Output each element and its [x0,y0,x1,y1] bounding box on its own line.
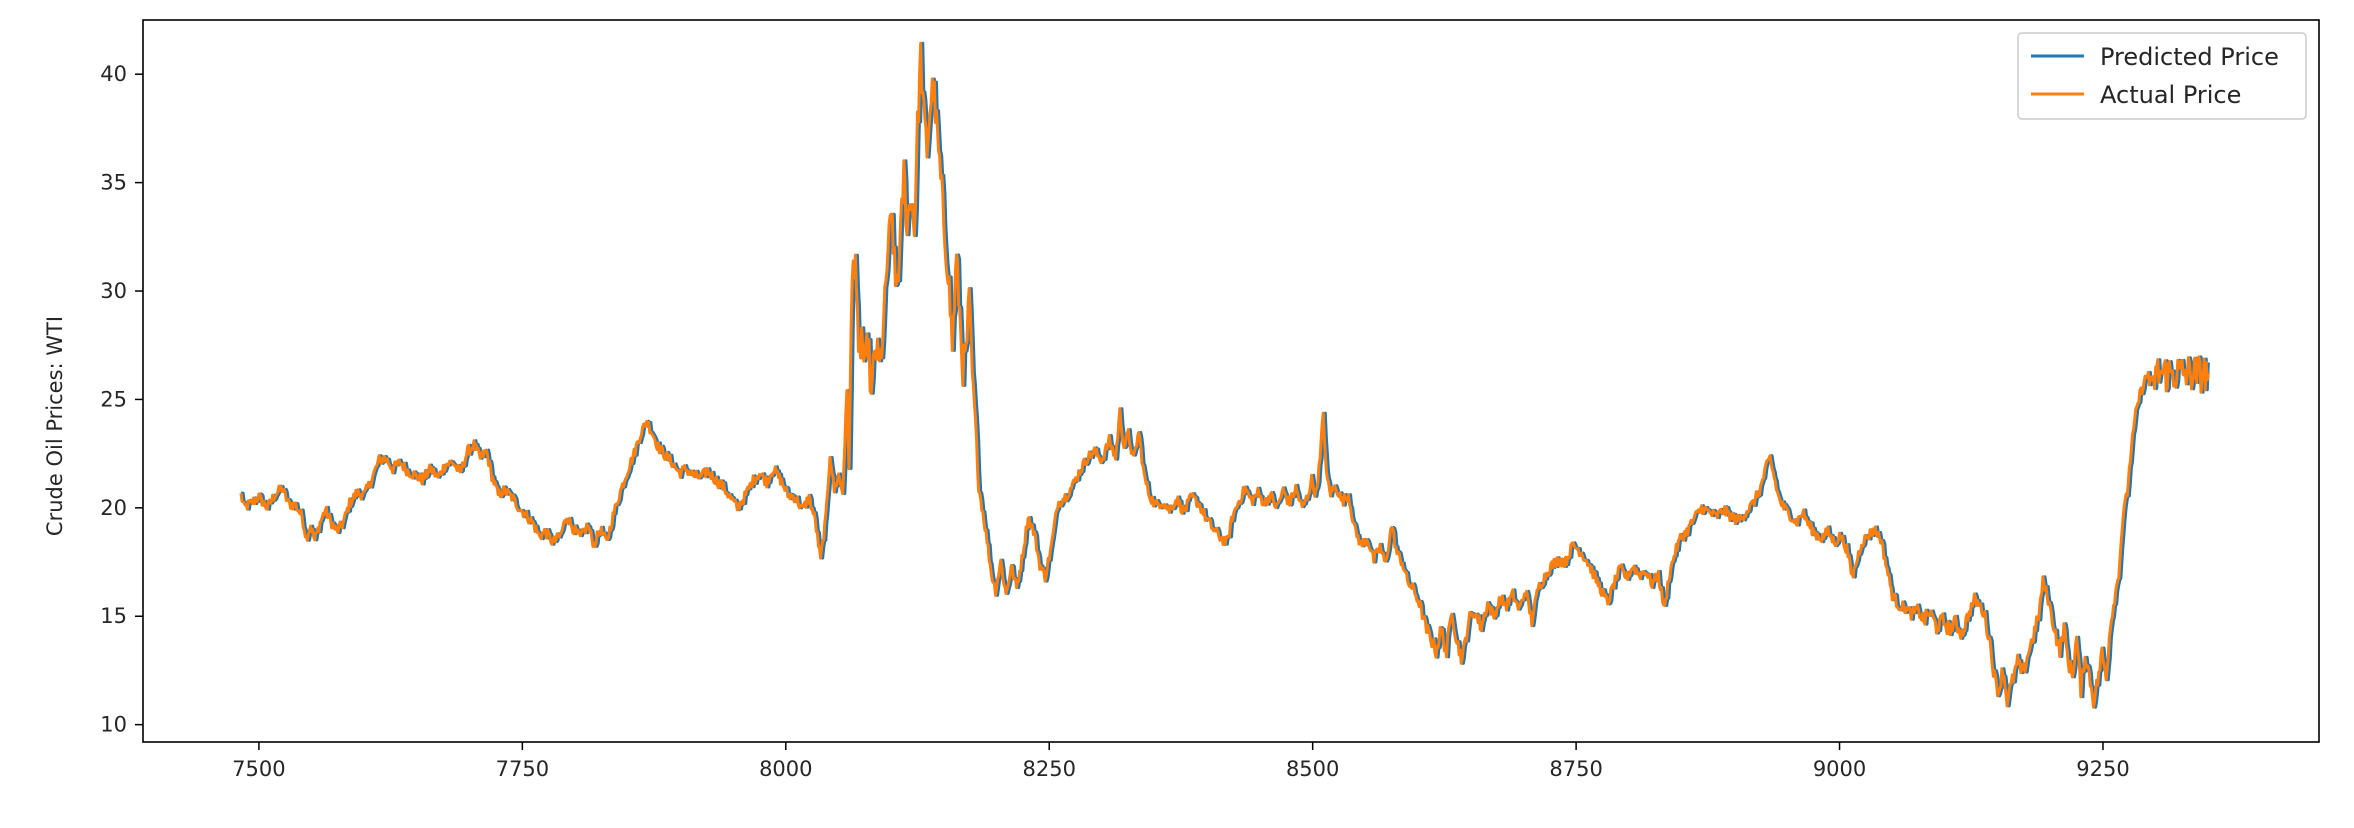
y-tick-label: 40 [100,62,127,86]
x-tick-label: 8250 [1023,757,1076,781]
legend: Predicted Price Actual Price [2017,32,2307,120]
y-tick-label: 15 [100,604,127,628]
legend-label-predicted: Predicted Price [2100,43,2279,71]
ticks-layer: 7500 7750 8000 8250 8500 8750 9000 9250 10 15 20 25… [100,62,2129,781]
series-layer [239,41,2210,709]
y-tick-label: 20 [100,496,127,520]
legend-frame [2017,32,2307,120]
x-tick-label: 7500 [232,757,285,781]
y-tick-label: 10 [100,713,127,737]
series-line-actual-price [239,41,2210,709]
legend-label-actual: Actual Price [2100,81,2241,109]
x-tick-label: 9250 [2076,757,2129,781]
x-tick-label: 8750 [1549,757,1602,781]
y-tick-label: 35 [100,171,127,195]
y-axis-label: Crude Oil Prices: WTI [43,316,67,536]
y-tick-label: 30 [100,279,127,303]
plot-frame [142,19,2320,743]
x-tick-label: 8000 [759,757,812,781]
x-tick-label: 9000 [1813,757,1866,781]
y-axis-label-group: Crude Oil Prices: WTI [43,316,67,536]
y-tick-label: 25 [100,387,127,411]
x-tick-label: 8500 [1286,757,1339,781]
x-tick-label: 7750 [496,757,549,781]
